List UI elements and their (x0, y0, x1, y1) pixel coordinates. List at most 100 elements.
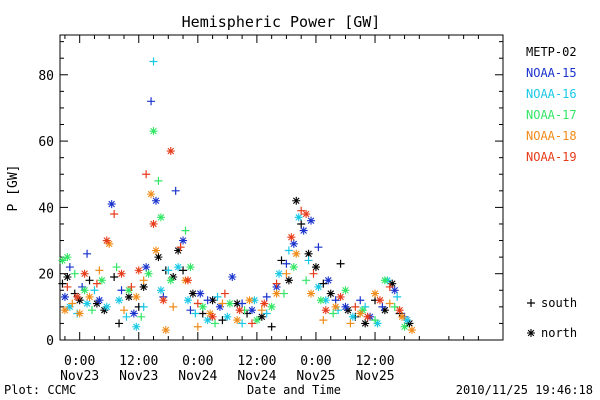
data-point-north (361, 319, 370, 328)
data-point-north (198, 302, 207, 311)
x-tick-time-label: 12:00 (237, 354, 276, 369)
data-point-north (73, 292, 82, 301)
x-tick-time-label: 0:00 (64, 354, 95, 369)
y-axis-label: P [GW] (6, 165, 21, 212)
data-point-north (316, 296, 325, 305)
data-point-north (348, 312, 357, 321)
data-point-south (164, 266, 173, 275)
data-point-south (262, 292, 271, 301)
data-point-south (378, 302, 387, 311)
y-tick-label: 0 (46, 334, 54, 349)
data-point-south (191, 309, 200, 318)
data-point-south (110, 210, 119, 219)
data-point-south (282, 259, 291, 268)
data-point-north (203, 316, 212, 325)
data-point-north (395, 306, 404, 315)
legend-marker-star (527, 329, 535, 337)
legend: METP-02 NOAA-15 NOAA-16 NOAA-17 NOAA-18 NOAA-… (526, 45, 577, 164)
legend-marker-plus (527, 299, 535, 307)
data-point-north (100, 306, 109, 315)
legend-marker-label-north: north (541, 326, 577, 340)
data-point-north (331, 302, 340, 311)
data-point-north (405, 319, 414, 328)
data-point-north (60, 292, 69, 301)
marker-legend: south north (527, 296, 577, 340)
data-point-south (390, 302, 399, 311)
data-point-north (196, 289, 205, 298)
data-point-south (279, 289, 288, 298)
data-point-south (220, 289, 229, 298)
data-point-north (302, 210, 311, 219)
data-point-south (309, 269, 318, 278)
data-point-north (358, 306, 367, 315)
data-point-south (304, 256, 313, 265)
data-point-north (252, 316, 261, 325)
data-point-north (294, 213, 303, 222)
data-point-south (238, 299, 247, 308)
data-point-south (179, 266, 188, 275)
data-point-south (63, 282, 72, 291)
data-point-north (223, 312, 232, 321)
legend-marker-label-south: south (541, 296, 577, 310)
data-point-south (238, 319, 247, 328)
data-point-south (181, 226, 190, 235)
series-noaa-15 (60, 97, 409, 321)
data-point-south (302, 276, 311, 285)
data-point-north (380, 276, 389, 285)
data-point-south (393, 292, 402, 301)
data-point-south (284, 246, 293, 255)
x-axis-label: Date and Time (247, 383, 341, 397)
data-point-north (289, 263, 298, 272)
data-point-south (83, 249, 92, 258)
data-point-south (176, 243, 185, 252)
series-metp-02 (58, 196, 414, 331)
data-point-north (115, 296, 124, 305)
data-point-north (407, 326, 416, 335)
data-point-north (154, 253, 163, 262)
data-point-north (363, 312, 372, 321)
data-point-north (75, 309, 84, 318)
data-point-north (373, 319, 382, 328)
data-point-south (154, 176, 163, 185)
data-point-north (166, 147, 175, 156)
data-point-north (65, 302, 74, 311)
data-point-south (257, 306, 266, 315)
data-point-south (90, 286, 99, 295)
data-point-south (87, 306, 96, 315)
data-point-north (324, 276, 333, 285)
data-point-south (356, 296, 365, 305)
series-noaa-19 (63, 147, 404, 328)
data-point-north (156, 213, 165, 222)
legend-entry-noaa-17: NOAA-17 (526, 108, 577, 122)
data-point-south (110, 273, 119, 282)
x-tick-date-label: Nov25 (296, 369, 335, 384)
data-point-north (403, 316, 412, 325)
data-point-north (97, 276, 106, 285)
data-point-south (85, 276, 94, 285)
data-point-north (390, 286, 399, 295)
x-tick-date-label: Nov23 (60, 369, 99, 384)
x-tick-time-label: 12:00 (355, 354, 394, 369)
data-point-south (272, 279, 281, 288)
data-point-north (215, 302, 224, 311)
data-point-north (336, 292, 345, 301)
x-tick-date-label: Nov23 (119, 369, 158, 384)
data-point-north (247, 306, 256, 315)
data-point-north (304, 249, 313, 258)
legend-entry-noaa-16: NOAA-16 (526, 87, 577, 101)
data-point-north (107, 200, 116, 209)
data-point-north (371, 289, 380, 298)
data-point-north (142, 263, 151, 272)
data-point-north (307, 216, 316, 225)
chart-title: Hemispheric Power [GW] (182, 13, 381, 31)
x-tick-time-label: 0:00 (182, 354, 213, 369)
data-point-south (297, 206, 306, 215)
data-point-south (171, 186, 180, 195)
data-point-south (218, 299, 227, 308)
data-point-north (83, 299, 92, 308)
data-point-north (321, 306, 330, 315)
data-point-south (139, 302, 148, 311)
data-point-south (117, 286, 126, 295)
data-point-north (85, 292, 94, 301)
